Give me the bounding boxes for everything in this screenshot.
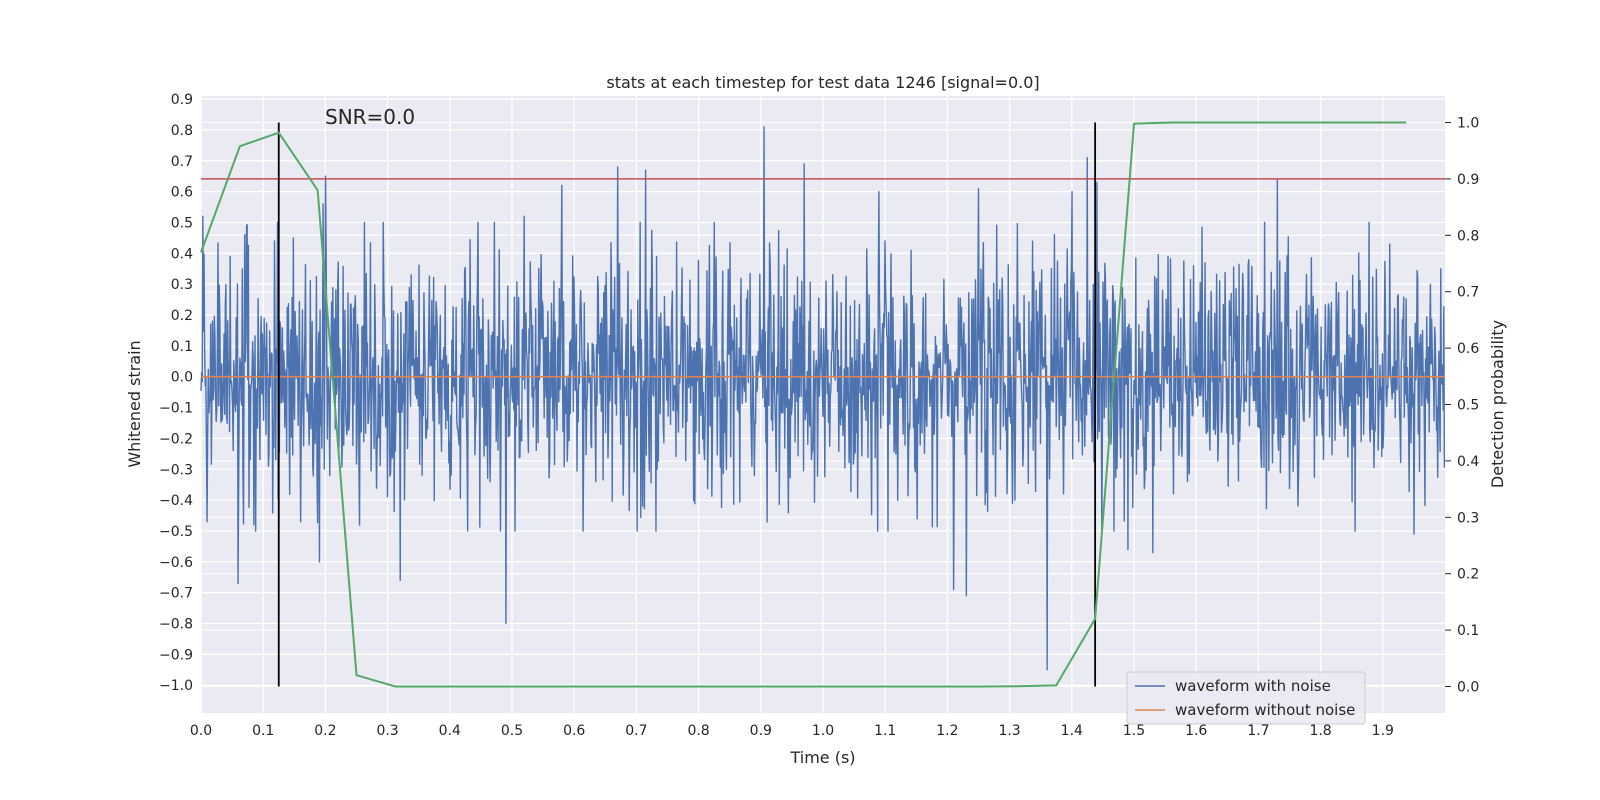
- y-tick-label: −0.8: [159, 617, 193, 633]
- y2-tick-label: 0.6: [1457, 341, 1479, 357]
- x-tick-label: 0.0: [190, 723, 212, 739]
- y-tick-label: −0.7: [159, 586, 193, 602]
- series-detection-probability: [200, 121, 1407, 688]
- y-tick-label: 0.3: [171, 277, 193, 293]
- y2-tick-label: 0.3: [1457, 510, 1479, 526]
- y-tick-label: 0.4: [171, 246, 193, 262]
- chart-title: stats at each timestep for test data 124…: [606, 73, 1039, 92]
- y2-tick-label: 0.5: [1457, 398, 1479, 414]
- legend: waveform with noise waveform without noi…: [1126, 671, 1366, 725]
- x-tick-label: 0.5: [501, 723, 523, 739]
- x-tick-label: 1.2: [936, 723, 958, 739]
- x-tick-label: 1.1: [874, 723, 896, 739]
- legend-box: [1126, 671, 1366, 725]
- y-tick-label: 0.9: [171, 92, 193, 108]
- x-tick-label: 1.3: [998, 723, 1020, 739]
- x-tick-label: 0.7: [625, 723, 647, 739]
- y-tick-labels: 0.9 0.8 0.7 0.6 0.5 0.4 0.3 0.2 0.1 0.0 −0.1 −0.2 −0…: [159, 92, 193, 694]
- x-tick-label: 0.3: [376, 723, 398, 739]
- y-tick-label: 0.6: [171, 185, 193, 201]
- x-tick-label: 1.0: [812, 723, 834, 739]
- x-tick-label: 0.4: [439, 723, 461, 739]
- y-tick-label: −0.2: [159, 431, 193, 447]
- y2-tick-label: 0.2: [1457, 567, 1479, 583]
- y-tick-label: 0.0: [171, 370, 193, 386]
- x-tick-label: 1.4: [1061, 723, 1083, 739]
- y2-tick-label: 0.7: [1457, 285, 1479, 301]
- y-tick-label: 0.8: [171, 123, 193, 139]
- y2-tick-label: 0.8: [1457, 228, 1479, 244]
- y-tick-label: 0.5: [171, 215, 193, 231]
- y-tick-label: −0.9: [159, 647, 193, 663]
- y-tick-label: −1.0: [159, 678, 193, 694]
- y-tick-label: 0.7: [171, 154, 193, 170]
- x-tick-label: 1.6: [1185, 723, 1207, 739]
- y2-tick-label: 0.0: [1457, 679, 1479, 695]
- legend-label-noise: waveform with noise: [1175, 677, 1331, 695]
- y2-tick-labels: 0.0 0.1 0.2 0.3 0.4 0.5 0.6 0.7 0.8 0.9 1.0: [1445, 116, 1479, 695]
- x-tick-label: 1.7: [1247, 723, 1269, 739]
- y2-tick-label: 0.9: [1457, 172, 1479, 188]
- y2-tick-label: 1.0: [1457, 116, 1479, 132]
- x-tick-label: 1.9: [1372, 723, 1394, 739]
- y-tick-label: −0.3: [159, 462, 193, 478]
- legend-label-clean: waveform without noise: [1175, 701, 1355, 719]
- y2-axis-label: Detection probability: [1488, 320, 1507, 488]
- x-tick-label: 0.8: [687, 723, 709, 739]
- x-tick-label: 1.5: [1123, 723, 1145, 739]
- x-tick-label: 0.2: [314, 723, 336, 739]
- y-tick-label: −0.1: [159, 401, 193, 417]
- x-tick-label: 1.8: [1309, 723, 1331, 739]
- y2-tick-label: 0.4: [1457, 454, 1479, 470]
- series-layer: [200, 121, 1446, 688]
- y2-tick-label: 0.1: [1457, 623, 1479, 639]
- x-tick-label: 0.9: [750, 723, 772, 739]
- y-tick-label: 0.1: [171, 339, 193, 355]
- snr-annotation: SNR=0.0: [325, 105, 415, 129]
- y-tick-label: 0.2: [171, 308, 193, 324]
- y-tick-label: −0.6: [159, 555, 193, 571]
- x-tick-labels: 0.0 0.1 0.2 0.3 0.4 0.5 0.6 0.7 0.8 0.9 1.0 1.1 1.2 1…: [190, 723, 1394, 739]
- y-axis-label: Whitened strain: [125, 340, 144, 467]
- x-tick-label: 0.1: [252, 723, 274, 739]
- x-axis-label: Time (s): [789, 748, 855, 767]
- series-waveform-with-noise: [200, 126, 1446, 671]
- y-tick-label: −0.5: [159, 524, 193, 540]
- x-tick-label: 0.6: [563, 723, 585, 739]
- y-tick-label: −0.4: [159, 493, 193, 509]
